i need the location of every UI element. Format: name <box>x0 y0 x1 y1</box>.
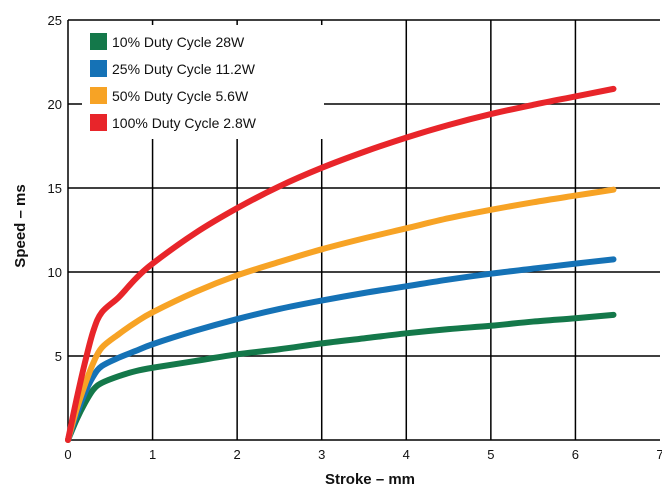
legend-label: 50% Duty Cycle 5.6W <box>112 88 249 104</box>
x-tick-label: 0 <box>64 447 71 462</box>
x-tick-label: 1 <box>149 447 156 462</box>
x-tick-label: 2 <box>234 447 241 462</box>
x-tick-label: 7 <box>656 447 662 462</box>
legend: 10% Duty Cycle 28W 25% Duty Cycle 11.2W 50… <box>82 25 324 139</box>
y-tick-label: 15 <box>48 181 62 196</box>
y-tick-label: 5 <box>55 349 62 364</box>
series-lines <box>65 85 617 443</box>
y-tick-label: 20 <box>48 97 62 112</box>
tick-labels: 0 1 2 3 4 5 6 7 5 10 15 20 25 <box>48 13 662 462</box>
x-tick-label: 6 <box>572 447 579 462</box>
legend-swatch <box>90 87 107 104</box>
y-axis-title: Speed – ms <box>12 184 29 267</box>
x-tick-label: 4 <box>403 447 410 462</box>
y-tick-label: 25 <box>48 13 62 28</box>
x-tick-label: 5 <box>487 447 494 462</box>
series-line-3 <box>65 186 617 443</box>
x-axis-title: Stroke – mm <box>325 471 415 488</box>
series-line-1 <box>65 311 617 443</box>
legend-label: 25% Duty Cycle 11.2W <box>112 61 256 77</box>
axes <box>67 19 660 441</box>
legend-label: 10% Duty Cycle 28W <box>112 34 245 50</box>
legend-swatch <box>90 60 107 77</box>
legend-background <box>82 25 324 139</box>
series-line-2 <box>65 256 617 443</box>
legend-swatch <box>90 114 107 131</box>
legend-label: 100% Duty Cycle 2.8W <box>112 115 257 131</box>
x-tick-label: 3 <box>318 447 325 462</box>
y-tick-label: 10 <box>48 265 62 280</box>
legend-swatch <box>90 33 107 50</box>
series-line-4 <box>65 85 617 443</box>
